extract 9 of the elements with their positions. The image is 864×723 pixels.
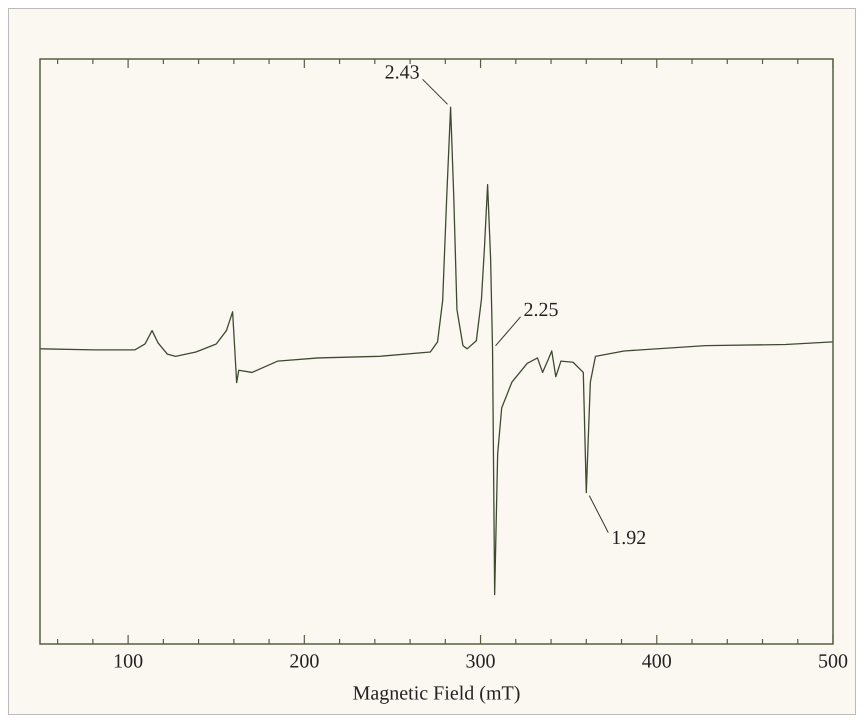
x-tick-label: 500 (818, 650, 848, 672)
x-tick-label: 200 (289, 650, 320, 672)
x-tick-label: 100 (113, 650, 144, 672)
annotation: 2.25 (524, 299, 559, 322)
annotation: 1.92 (611, 526, 646, 549)
x-tick-label: 300 (466, 650, 496, 672)
x-axis-title: Magnetic Field (mT) (352, 682, 520, 704)
annotation: 2.43 (384, 62, 420, 84)
x-tick-label: 400 (642, 650, 672, 672)
